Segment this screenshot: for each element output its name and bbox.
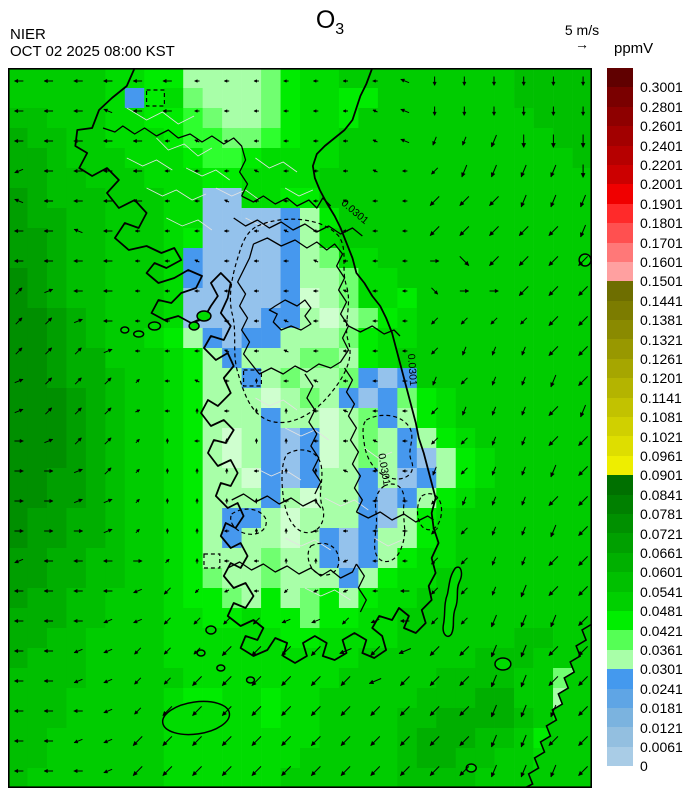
page-title: O3 [0, 6, 660, 39]
wind-reference-label: 5 m/s [564, 22, 600, 38]
colorbar-segment [607, 630, 633, 650]
colorbar-tick-label: 0.3001 [640, 79, 683, 96]
province-boundaries [102, 125, 434, 613]
colorbar-segment [607, 669, 633, 689]
colorbar-tick-label: 0.0901 [640, 467, 683, 484]
colorbar-tick-label: 0.0361 [640, 642, 683, 658]
colorbar-segment [607, 300, 633, 321]
wind-reference-arrow-icon: → [575, 36, 589, 52]
colorbar-tick-label: 0.1801 [640, 215, 683, 232]
colorbar-tick-label: 0 [640, 758, 648, 775]
colorbar-segment [607, 339, 633, 359]
colorbar-tick-label: 0.1601 [640, 254, 683, 270]
colorbar-tick-label: 0.1081 [640, 409, 683, 426]
colorbar-segment [607, 397, 633, 418]
colorbar-segment [607, 591, 633, 611]
colorbar-tick-label: 0.0601 [640, 564, 683, 581]
contour-value-label: 0.0301 [375, 453, 391, 487]
colorbar-tick-label: 0.2001 [640, 176, 683, 193]
colorbar-tick-label: 0.2401 [640, 137, 683, 154]
colorbar-tick-label: 0.0241 [640, 680, 683, 697]
colorbar-segment [607, 727, 633, 747]
colorbar-tick-label: 0.0661 [640, 545, 683, 561]
colorbar-segment [607, 281, 633, 301]
colorbar-segment [607, 87, 633, 107]
colorbar-tick-label: 0.0181 [640, 700, 683, 717]
colorbar-segment [607, 126, 633, 146]
colorbar-segment [607, 203, 633, 224]
map-border [8, 68, 592, 788]
colorbar-segment [607, 533, 633, 553]
concentration-map: 0.0301 0.0301 0.0301 [8, 68, 592, 788]
colorbar-segment [607, 475, 633, 495]
colorbar-segment [607, 145, 633, 165]
colorbar-tick-label: 0.0421 [640, 622, 683, 639]
colorbar-tick-label: 0.0541 [640, 583, 683, 600]
colorbar-segment [607, 223, 633, 243]
colorbar-tick-label: 0.0061 [640, 739, 683, 755]
colorbar-tick-label: 0.1441 [640, 292, 683, 309]
colorbar-segment [607, 184, 633, 204]
coastline [74, 68, 440, 664]
islands [120, 253, 592, 773]
colorbar-segment [607, 494, 633, 514]
colorbar-segment [607, 552, 633, 573]
wind-arrows-layer [13, 76, 588, 778]
colorbar-segment [607, 746, 633, 767]
colorbar-tick-label: 0.1501 [640, 273, 683, 290]
colorbar-segment [607, 610, 633, 631]
colorbar-tick-label: 0.1201 [640, 370, 683, 387]
colorbar-segment [607, 68, 633, 88]
colorbar-tick-label: 0.0841 [640, 486, 683, 503]
colorbar-segment [607, 436, 633, 456]
colorbar-tick-label: 0.2801 [640, 98, 683, 115]
colorbar-segment [607, 378, 633, 398]
colorbar-segment [607, 707, 633, 728]
colorbar-tick-label: 0.1141 [640, 389, 682, 406]
colorbar-tick-label: 0.0301 [640, 661, 683, 678]
title-species: O [315, 6, 336, 34]
colorbar-segment [607, 417, 633, 437]
colorbar-segment [607, 320, 633, 340]
colorbar-segment [607, 513, 633, 534]
agency-label: NIER [10, 26, 46, 43]
colorbar-tick-label: 0.0121 [640, 719, 683, 736]
colorbar-tick-label: 0.0961 [640, 448, 683, 464]
colorbar [607, 68, 633, 767]
colorbar-tick-label: 0.1381 [640, 312, 683, 329]
units-label: ppmV [614, 40, 654, 57]
colorbar-segment [607, 358, 633, 379]
colorbar-tick-label: 0.1901 [640, 195, 683, 212]
title-species-subscript: 3 [335, 21, 345, 38]
colorbar-segment [607, 164, 633, 185]
colorbar-segment [607, 572, 633, 592]
colorbar-segment [607, 242, 633, 262]
colorbar-tick-label: 0.1321 [640, 331, 683, 348]
colorbar-tick-label: 0.1261 [640, 351, 683, 367]
colorbar-tick-label: 0.0721 [640, 525, 683, 542]
colorbar-tick-label: 0.2201 [640, 157, 683, 173]
colorbar-tick-label: 0.1021 [640, 428, 683, 445]
colorbar-tick-label: 0.1701 [640, 234, 683, 251]
colorbar-tick-label: 0.0781 [640, 506, 683, 523]
colorbar-tick-label: 0.0481 [640, 603, 683, 620]
colorbar-segment [607, 649, 633, 670]
datetime-label: OCT 02 2025 08:00 KST [10, 43, 175, 60]
colorbar-segment [607, 688, 633, 708]
colorbar-segment [607, 455, 633, 476]
colorbar-tick-label: 0.2601 [640, 118, 683, 135]
colorbar-segment [607, 106, 633, 127]
colorbar-segment [607, 261, 633, 282]
concentration-field [8, 68, 592, 788]
contour-value-label: 0.0301 [405, 353, 418, 386]
